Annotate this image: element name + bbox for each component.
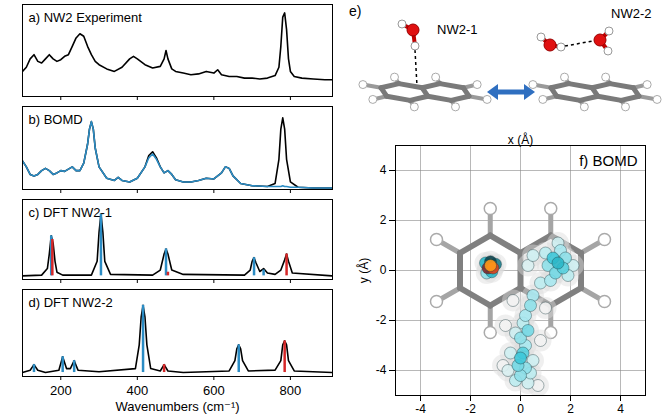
svg-text:400: 400 (126, 383, 148, 398)
svg-text:-4: -4 (415, 402, 426, 416)
svg-text:4: 4 (380, 163, 387, 177)
svg-text:e): e) (349, 3, 361, 19)
svg-text:c) DFT NW2-1: c) DFT NW2-1 (29, 205, 113, 220)
svg-text:-2: -2 (376, 313, 387, 327)
svg-text:x (Å): x (Å) (508, 132, 533, 147)
svg-text:y (Å): y (Å) (356, 258, 371, 283)
svg-text:-2: -2 (465, 402, 476, 416)
svg-text:-4: -4 (376, 363, 387, 377)
svg-text:NW2-1: NW2-1 (437, 22, 477, 37)
svg-text:b) BOMD: b) BOMD (29, 112, 83, 127)
svg-text:Wavenumbers (cm⁻¹): Wavenumbers (cm⁻¹) (115, 399, 239, 414)
svg-text:0: 0 (380, 263, 387, 277)
svg-text:d) DFT NW2-2: d) DFT NW2-2 (29, 295, 113, 310)
svg-text:0: 0 (517, 402, 524, 416)
svg-text:200: 200 (50, 383, 72, 398)
svg-text:600: 600 (203, 383, 225, 398)
svg-text:2: 2 (380, 213, 387, 227)
svg-text:f) BOMD: f) BOMD (579, 152, 637, 169)
svg-text:NW2-2: NW2-2 (611, 6, 651, 21)
svg-text:2: 2 (567, 402, 574, 416)
svg-text:800: 800 (280, 383, 302, 398)
svg-text:4: 4 (617, 402, 624, 416)
svg-text:a) NW2 Experiment: a) NW2 Experiment (29, 10, 143, 25)
